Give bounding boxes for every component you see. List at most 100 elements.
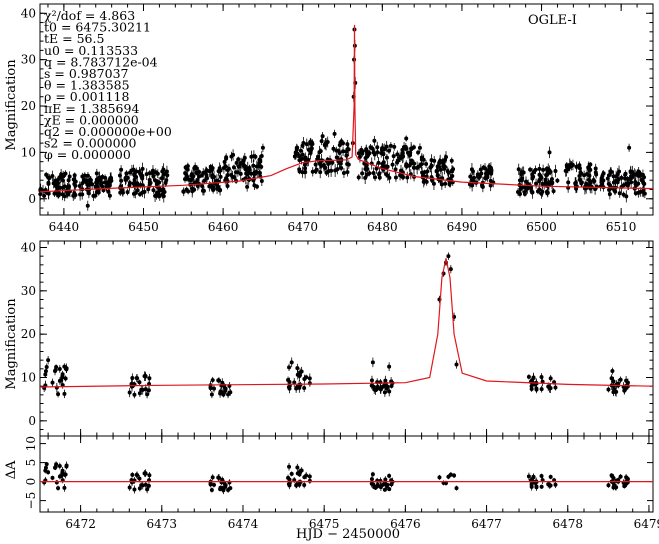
data-point <box>300 152 305 157</box>
fit-parameter: u0 = 0.113533 <box>44 43 138 58</box>
data-point <box>119 178 124 183</box>
data-point <box>153 193 158 198</box>
data-point <box>388 143 393 148</box>
data-point <box>467 182 472 187</box>
data-point <box>245 184 250 189</box>
y-tick-label: 30 <box>21 284 36 298</box>
data-point <box>143 482 148 487</box>
data-point <box>210 475 215 480</box>
data-point <box>307 474 312 479</box>
data-point <box>297 472 302 477</box>
data-point <box>622 388 627 393</box>
data-point <box>137 486 142 491</box>
data-point <box>588 162 593 167</box>
data-point <box>187 177 192 182</box>
data-point <box>208 481 213 486</box>
data-point <box>137 391 142 396</box>
data-point <box>137 169 142 174</box>
data-point <box>157 180 162 185</box>
data-point <box>147 473 152 478</box>
data-point <box>544 167 549 172</box>
data-point <box>297 158 302 163</box>
data-point <box>317 161 322 166</box>
data-point <box>315 156 320 161</box>
data-point <box>150 168 155 173</box>
data-point <box>539 387 544 392</box>
data-point <box>543 177 548 182</box>
data-point <box>539 175 544 180</box>
data-point <box>148 181 153 186</box>
data-point <box>56 392 61 397</box>
data-point <box>46 470 51 475</box>
y-tick-label: 20 <box>21 99 36 113</box>
data-point <box>304 375 309 380</box>
fit-parameter: q2 = 0.000000e+00 <box>44 124 172 139</box>
data-point <box>378 478 383 483</box>
data-point <box>294 385 299 390</box>
data-point <box>365 152 370 157</box>
data-point <box>62 364 67 369</box>
data-point <box>377 175 382 180</box>
data-point <box>608 169 613 174</box>
data-point <box>85 203 90 208</box>
data-point <box>186 189 191 194</box>
data-point <box>137 476 142 481</box>
data-point <box>130 376 135 381</box>
data-point <box>638 173 643 178</box>
data-point <box>319 139 324 144</box>
data-point <box>384 155 389 160</box>
data-point <box>398 154 403 159</box>
data-point <box>577 177 582 182</box>
y-tick-label: 30 <box>21 53 36 67</box>
data-point <box>135 473 140 478</box>
data-point <box>240 161 245 166</box>
data-point <box>553 482 558 487</box>
data-point <box>364 149 369 154</box>
data-point <box>249 171 254 176</box>
data-point <box>201 188 206 193</box>
data-point <box>181 189 186 194</box>
data-point <box>217 378 222 383</box>
data-point <box>548 386 553 391</box>
data-point <box>622 484 627 489</box>
data-point <box>304 473 309 478</box>
x-tick-label: 6477 <box>471 517 502 531</box>
data-point <box>220 477 225 482</box>
data-point <box>324 170 329 175</box>
x-tick-label: 6500 <box>526 220 557 234</box>
data-point <box>63 376 68 381</box>
data-point <box>636 190 641 195</box>
data-point <box>218 391 223 396</box>
data-point <box>127 183 132 188</box>
data-point <box>131 167 136 172</box>
data-point <box>88 178 93 183</box>
data-point <box>382 390 387 395</box>
data-point <box>50 380 55 385</box>
data-point <box>120 190 125 195</box>
data-point <box>363 167 368 172</box>
data-point <box>373 388 378 393</box>
data-point <box>369 477 374 482</box>
data-point <box>146 483 151 488</box>
data-point <box>43 369 48 374</box>
residual-panel: 6472 6473 6474 6475 6476 6477 6478 6479 −5 0 5 10 Δ… <box>4 435 659 542</box>
data-point <box>94 177 99 182</box>
y-tick-label: 40 <box>21 241 36 255</box>
y-tick-label: 40 <box>21 6 36 20</box>
data-point <box>132 392 137 397</box>
data-point <box>298 382 303 387</box>
data-point <box>145 487 150 492</box>
data-point <box>343 149 348 154</box>
fit-parameter: χ²/dof = 4.863 <box>44 8 135 23</box>
data-point <box>369 481 374 486</box>
data-point <box>548 474 553 479</box>
data-point <box>367 171 372 176</box>
x-tick-label: 6450 <box>128 220 159 234</box>
data-point <box>416 150 421 155</box>
data-point <box>540 189 545 194</box>
data-point <box>210 175 215 180</box>
data-point <box>99 182 104 187</box>
data-point <box>210 185 215 190</box>
data-point <box>341 171 346 176</box>
fit-parameter: q = 8.783712e-04 <box>44 54 158 69</box>
